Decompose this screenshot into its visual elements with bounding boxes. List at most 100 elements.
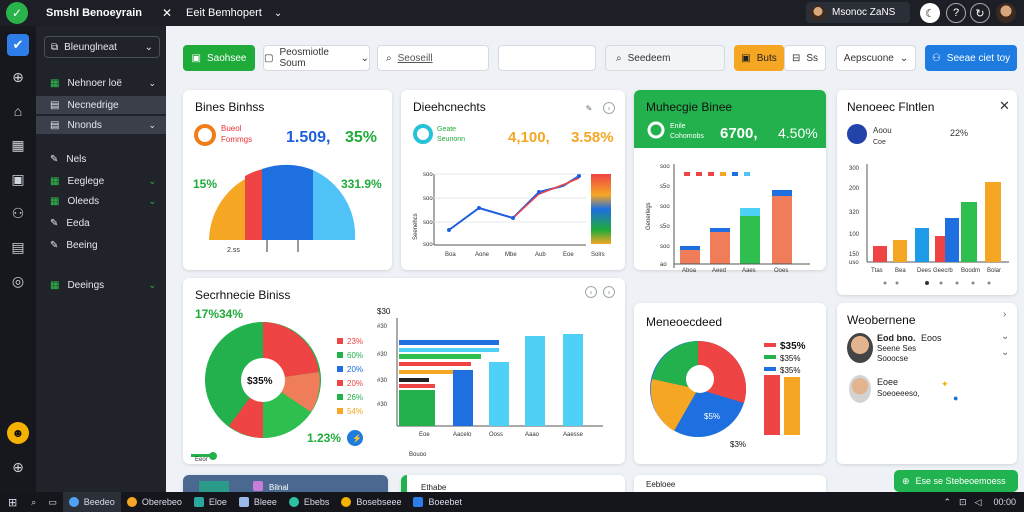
image-icon[interactable]: ▣ bbox=[11, 170, 25, 187]
primary-button[interactable]: ▣ Saohsee bbox=[183, 45, 255, 71]
options-dropdown[interactable]: Aepscuone ⌄ bbox=[836, 45, 916, 71]
notification-icon[interactable]: ☻ bbox=[0, 416, 36, 450]
search-input[interactable]: ⌕ Seoseill bbox=[377, 45, 489, 71]
people-icon[interactable]: ⚇ bbox=[11, 204, 25, 221]
volume-icon[interactable]: ◁ bbox=[974, 496, 982, 507]
x-tick: Aacelo bbox=[453, 432, 472, 438]
taskbar-app[interactable]: Oberebeo bbox=[121, 492, 188, 512]
sidebar-item-8[interactable]: ▦ Deeings ⌄ bbox=[36, 276, 166, 294]
chart-icon[interactable]: ▦ bbox=[11, 136, 25, 153]
x-tick: Aaesse bbox=[563, 432, 584, 438]
user-name: Msonoc ZaNS bbox=[832, 7, 896, 18]
location-icon[interactable]: ◎ bbox=[11, 272, 25, 289]
taskbar-app[interactable]: Eloe bbox=[188, 492, 233, 512]
donut-bottom-pct: 1.23% bbox=[307, 431, 341, 445]
donut-center-label: $35% bbox=[247, 376, 273, 387]
x-tick: Aboa bbox=[682, 268, 697, 274]
refresh-icon[interactable]: ↻ bbox=[970, 3, 990, 23]
sidebar-item-2[interactable]: ▤ Nnonds ⌄ bbox=[36, 116, 166, 134]
network-icon[interactable]: ⊡ bbox=[959, 496, 967, 507]
sidebar-item-label: Nehnoer loë bbox=[67, 77, 122, 89]
page-label: Ss bbox=[806, 52, 819, 64]
sidebar-item-6[interactable]: ✎ Eeda bbox=[36, 214, 166, 232]
brand-icon[interactable]: ✔ bbox=[7, 34, 29, 56]
legend-swatch bbox=[337, 366, 343, 372]
donut-hole bbox=[241, 358, 285, 402]
taskbar-app[interactable]: Bosebseee bbox=[335, 492, 407, 512]
sidebar-item-5[interactable]: ▦ Oleeds ⌄ bbox=[36, 192, 166, 210]
y-tick: #30 bbox=[377, 378, 388, 384]
filter-dropdown[interactable]: ▢ Peosmiotle Soum ⌄ bbox=[263, 45, 370, 71]
chevron-right-icon[interactable]: › bbox=[1003, 309, 1007, 320]
help-icon[interactable]: ? bbox=[946, 3, 966, 23]
ring-icon bbox=[647, 121, 665, 139]
card-title: Nenoeec Flntlen bbox=[847, 100, 935, 114]
taskbar-app[interactable]: Ebebs bbox=[283, 492, 336, 512]
action-button[interactable]: ⚇ Seeae ciet toy bbox=[925, 45, 1017, 71]
user-menu[interactable]: Msonoc ZaNS bbox=[806, 2, 910, 23]
workspace-selector[interactable]: ⧉ Bleunglneat ⌄ bbox=[44, 36, 160, 58]
taskbar-app[interactable]: Beedeo bbox=[62, 492, 121, 512]
legend-a: Geate bbox=[437, 126, 456, 133]
orange-button[interactable]: ▣ Buts bbox=[734, 45, 784, 71]
sidebar-item-0[interactable]: ▦ Nehnoer loë ⌄ bbox=[36, 74, 166, 92]
settings-icon[interactable]: ◦ bbox=[585, 286, 597, 298]
windows-icon[interactable]: ⊞ bbox=[8, 496, 18, 509]
bottom-card-label: Eebloee bbox=[646, 480, 676, 489]
app-icon bbox=[253, 481, 263, 491]
avatar[interactable] bbox=[849, 375, 871, 403]
data-point bbox=[511, 216, 515, 220]
bar-chart: Enile Cohomobs 6700, 4.50% soo s5o soo s… bbox=[646, 121, 818, 268]
notification-toast[interactable]: ⊕ Ese se Stebeoemoess bbox=[894, 470, 1018, 492]
close-icon[interactable]: ✕ bbox=[999, 98, 1010, 113]
avatar[interactable] bbox=[996, 3, 1016, 23]
add-icon[interactable]: ⊕ bbox=[12, 458, 24, 475]
page-button[interactable]: ⊟ Ss bbox=[784, 45, 826, 71]
taskbar-app-label: Oberebeo bbox=[141, 497, 182, 507]
taskbar-app-label: Bosebseee bbox=[356, 497, 402, 507]
browser-icon bbox=[68, 497, 79, 507]
chevron-down-icon[interactable]: ⌄ bbox=[273, 7, 283, 19]
sidebar-item-1[interactable]: ▤ Necnedrige bbox=[36, 96, 166, 114]
search-field[interactable]: ⌕ Seedeem bbox=[605, 45, 725, 71]
globe-icon[interactable]: ⊕ bbox=[12, 68, 24, 85]
task-view-icon[interactable]: ▭ bbox=[48, 496, 57, 507]
app-icon bbox=[341, 497, 352, 507]
y-tick: uso bbox=[849, 260, 859, 266]
settings-icon[interactable]: ◦ bbox=[603, 102, 615, 114]
settings-icon[interactable]: ◦ bbox=[603, 286, 615, 298]
app-icon bbox=[288, 497, 299, 507]
sidebar-item-label: Necnedrige bbox=[67, 99, 119, 111]
taskbar-app[interactable]: Boeebet bbox=[407, 492, 468, 512]
close-tab-icon[interactable]: ✕ bbox=[161, 6, 173, 20]
person-value: Eoos bbox=[921, 333, 942, 343]
tab-title[interactable]: Eeit Bemhopert bbox=[186, 7, 262, 19]
footer-label: Bouoo bbox=[409, 452, 427, 458]
moon-icon[interactable]: ☾ bbox=[920, 3, 940, 23]
chevron-up-icon[interactable]: ⌃ bbox=[943, 496, 951, 507]
donut-chart: 17% 34% $35% 23% 60% 20% 20% 26% 54% 1.2… bbox=[191, 307, 603, 463]
avatar[interactable] bbox=[847, 333, 873, 363]
home-icon[interactable]: ⌂ bbox=[13, 103, 23, 119]
edit-icon[interactable]: ✎ bbox=[585, 103, 593, 113]
clock[interactable]: 00:00 bbox=[993, 497, 1016, 507]
chevron-down-icon[interactable]: ⌄ bbox=[1001, 331, 1010, 342]
legend-label: 54% bbox=[347, 407, 363, 416]
chevron-down-icon[interactable]: ⌄ bbox=[1001, 347, 1010, 358]
y-tick: #30 bbox=[377, 402, 388, 408]
person-name: Eoee bbox=[877, 377, 899, 387]
sidebar-item-3[interactable]: ✎ Nels bbox=[36, 150, 166, 168]
legend-b: Seunonn bbox=[437, 136, 465, 143]
slider-handle bbox=[209, 452, 217, 460]
search-icon[interactable]: ⌕ bbox=[31, 496, 37, 507]
text-input[interactable] bbox=[498, 45, 596, 71]
user-icon: ⚇ bbox=[931, 52, 941, 64]
side-bar bbox=[764, 375, 780, 435]
taskbar-app[interactable]: Bleee bbox=[233, 492, 283, 512]
sidebar-item-4[interactable]: ▦ Eeglege ⌄ bbox=[36, 172, 166, 190]
y-tick: #30 bbox=[377, 324, 388, 330]
sidebar-item-7[interactable]: ✎ Beeing bbox=[36, 236, 166, 254]
x-tick: Eoe bbox=[419, 432, 430, 438]
book-icon[interactable]: ▤ bbox=[11, 238, 25, 255]
y-tick: 150 bbox=[849, 252, 860, 258]
